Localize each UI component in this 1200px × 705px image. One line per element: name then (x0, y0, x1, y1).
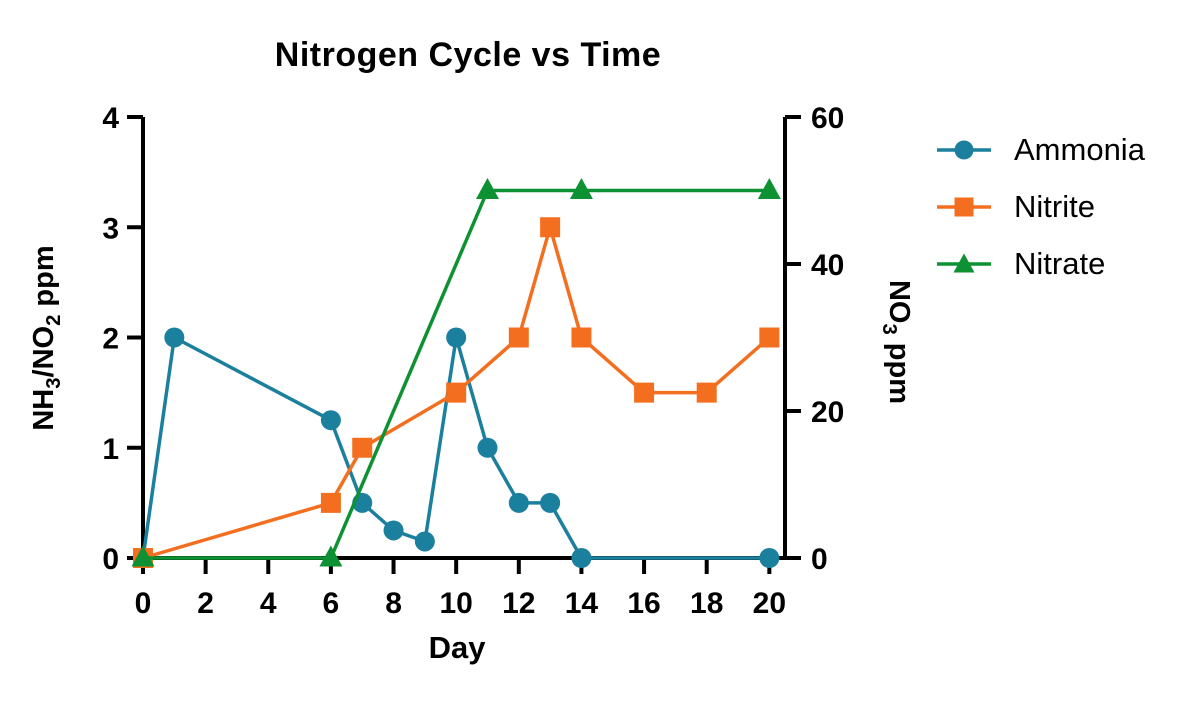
left-axis-title-text: NH (28, 388, 60, 431)
svg-text:40: 40 (811, 249, 844, 282)
svg-text:3: 3 (102, 212, 119, 245)
svg-text:20: 20 (753, 587, 786, 620)
legend-label: Nitrate (1014, 246, 1106, 281)
x-axis-title: Day (428, 630, 486, 665)
svg-text:20: 20 (811, 396, 844, 429)
right-axis-title: NO3 ppm (878, 279, 915, 405)
series-nitrate (131, 178, 781, 567)
legend: Ammonia Nitrite Nitrate (936, 132, 1145, 281)
svg-text:16: 16 (627, 587, 660, 620)
svg-text:60: 60 (811, 102, 844, 135)
svg-text:8: 8 (385, 587, 402, 620)
svg-text:6: 6 (323, 587, 340, 620)
legend-label: Ammonia (1014, 132, 1145, 167)
legend-label: Nitrite (1014, 189, 1095, 224)
svg-text:0: 0 (135, 587, 152, 620)
svg-text:14: 14 (565, 587, 599, 620)
left-axis-title: NH3/NO2 ppm (28, 245, 65, 431)
svg-text:2: 2 (197, 587, 214, 620)
nitrate-triangle-icon (937, 253, 991, 273)
chart-title: Nitrogen Cycle vs Time (274, 36, 662, 74)
ammonia-circle-icon (937, 140, 991, 160)
svg-text:10: 10 (439, 587, 472, 620)
svg-text:2: 2 (102, 323, 119, 356)
right-axis-title-text: NO (883, 279, 915, 324)
svg-text:4: 4 (102, 102, 119, 135)
legend-item-nitrate: Nitrate (936, 246, 1145, 281)
legend-item-nitrite: Nitrite (936, 189, 1145, 224)
svg-text:12: 12 (502, 587, 535, 620)
series-nitrite (133, 217, 780, 568)
axis-ticks (127, 115, 801, 574)
svg-text:18: 18 (690, 587, 723, 620)
legend-item-ammonia: Ammonia (936, 132, 1145, 167)
svg-text:4: 4 (260, 587, 277, 620)
svg-text:0: 0 (102, 543, 119, 576)
svg-text:1: 1 (102, 433, 119, 466)
svg-text:0: 0 (811, 543, 828, 576)
nitrite-square-icon (937, 197, 991, 217)
